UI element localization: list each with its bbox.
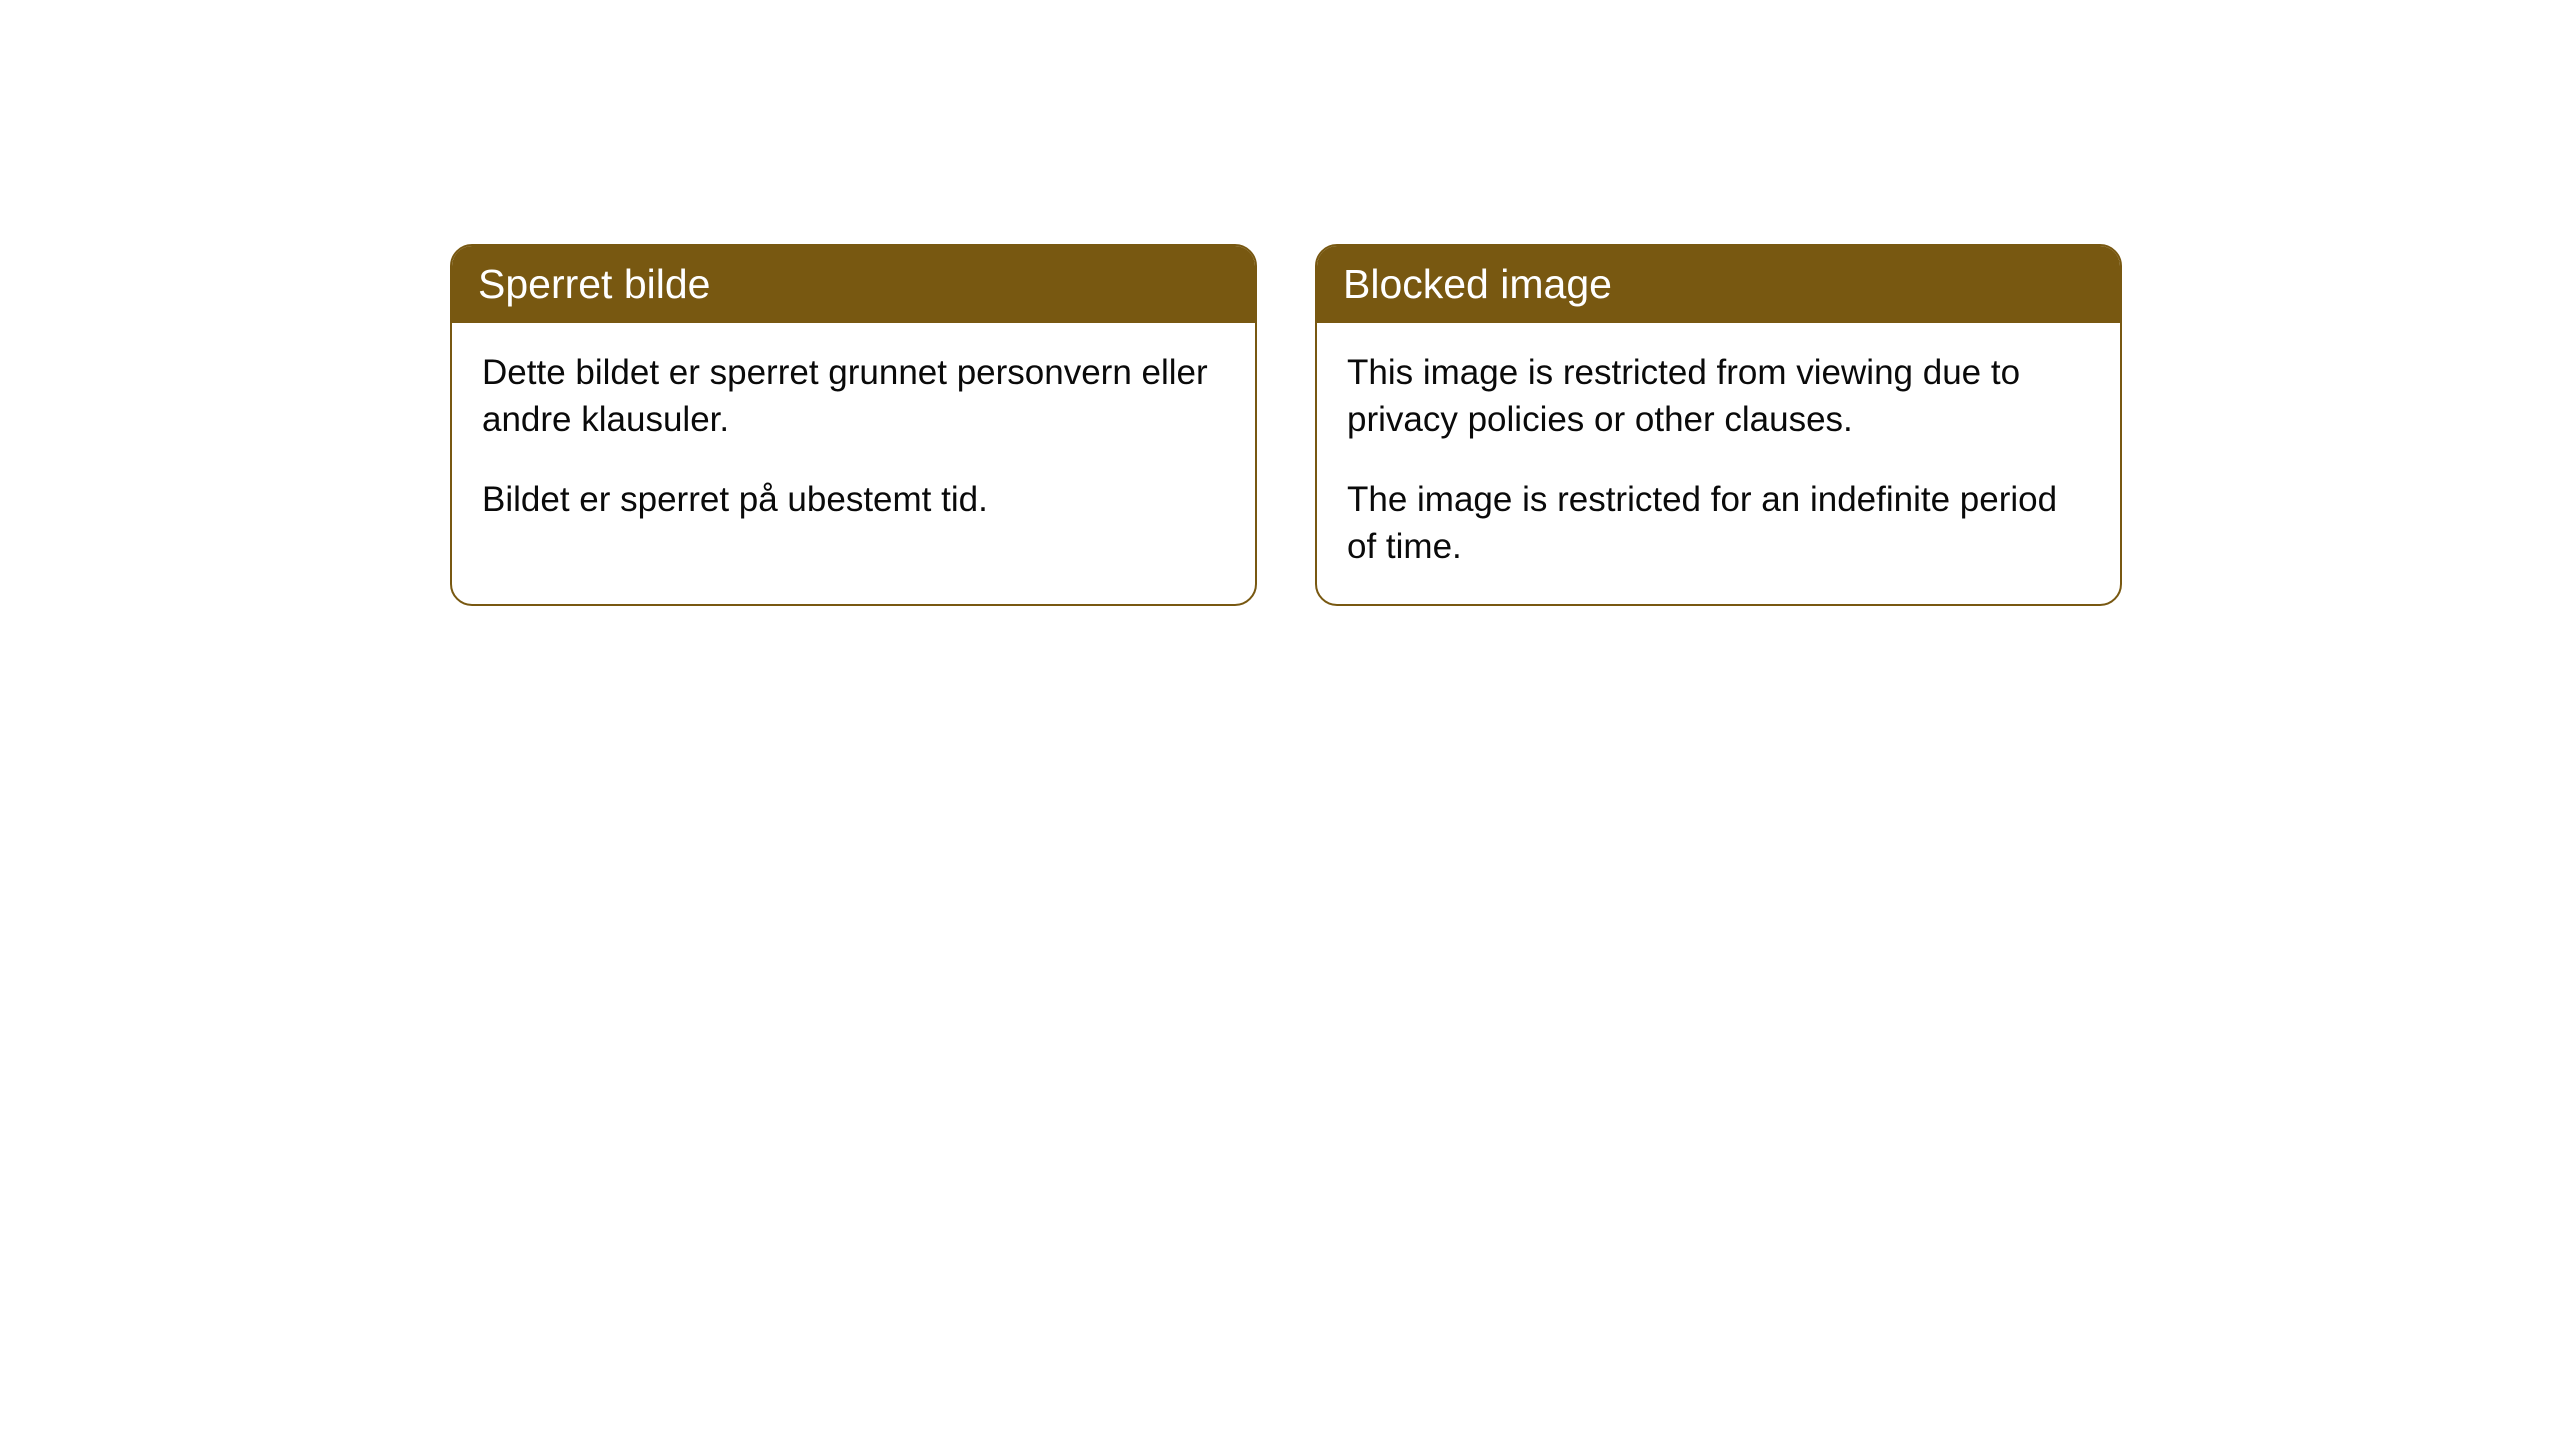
blocked-image-card-en: Blocked image This image is restricted f… bbox=[1315, 244, 2122, 606]
card-header-en: Blocked image bbox=[1317, 246, 2120, 323]
card-text-no-2: Bildet er sperret på ubestemt tid. bbox=[482, 476, 1225, 523]
card-text-en-1: This image is restricted from viewing du… bbox=[1347, 349, 2090, 444]
card-body-no: Dette bildet er sperret grunnet personve… bbox=[452, 323, 1255, 557]
card-body-en: This image is restricted from viewing du… bbox=[1317, 323, 2120, 604]
card-text-no-1: Dette bildet er sperret grunnet personve… bbox=[482, 349, 1225, 444]
card-header-no: Sperret bilde bbox=[452, 246, 1255, 323]
card-text-en-2: The image is restricted for an indefinit… bbox=[1347, 476, 2090, 571]
blocked-image-card-no: Sperret bilde Dette bildet er sperret gr… bbox=[450, 244, 1257, 606]
notice-cards-container: Sperret bilde Dette bildet er sperret gr… bbox=[450, 244, 2122, 606]
